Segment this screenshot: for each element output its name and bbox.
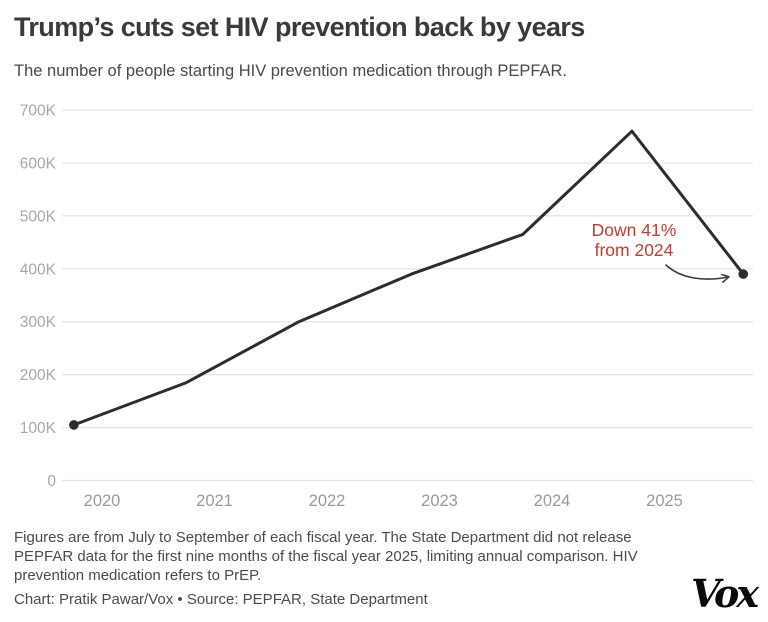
y-tick-label: 400K xyxy=(20,261,57,278)
y-tick-label: 600K xyxy=(20,155,57,172)
annotation-arrow-icon xyxy=(665,264,728,279)
annotation-label: Down 41%from 2024 xyxy=(592,220,677,260)
x-tick-label: 2023 xyxy=(421,492,458,510)
annotation-text-line: from 2024 xyxy=(595,240,674,260)
x-tick-label: 2020 xyxy=(84,492,121,510)
page-title: Trump’s cuts set HIV prevention back by … xyxy=(14,12,585,42)
x-axis-labels: 2020 2021 2022 2023 2024 2025 xyxy=(84,492,683,510)
annotation-text-line: Down 41% xyxy=(592,220,677,240)
data-line xyxy=(72,129,745,427)
y-tick-label: 200K xyxy=(20,367,57,384)
gridlines xyxy=(62,109,753,482)
x-tick-label: 2025 xyxy=(646,492,683,510)
chart-subtitle: The number of people starting HIV preven… xyxy=(14,62,568,80)
y-tick-label: 0 xyxy=(47,473,56,490)
y-tick-label: 700K xyxy=(20,103,57,120)
footnote: Figures are from July to September of ea… xyxy=(14,529,638,584)
data-point-marker xyxy=(738,269,749,279)
series-path xyxy=(72,129,745,427)
data-point-marker xyxy=(69,420,79,430)
endpoint-markers xyxy=(69,269,749,430)
x-tick-label: 2024 xyxy=(534,492,571,510)
y-tick-label: 100K xyxy=(20,420,57,437)
x-tick-label: 2021 xyxy=(196,492,233,510)
credit-line: Chart: Pratik Pawar/Vox • Source: PEPFAR… xyxy=(14,591,428,608)
y-tick-label: 500K xyxy=(20,208,57,225)
vox-logo: Vox xyxy=(691,571,759,616)
y-tick-label: 300K xyxy=(20,314,57,331)
y-axis-labels: 700K 600K 500K 400K 300K 200K 100K 0 xyxy=(20,103,57,490)
x-tick-label: 2022 xyxy=(309,492,346,510)
